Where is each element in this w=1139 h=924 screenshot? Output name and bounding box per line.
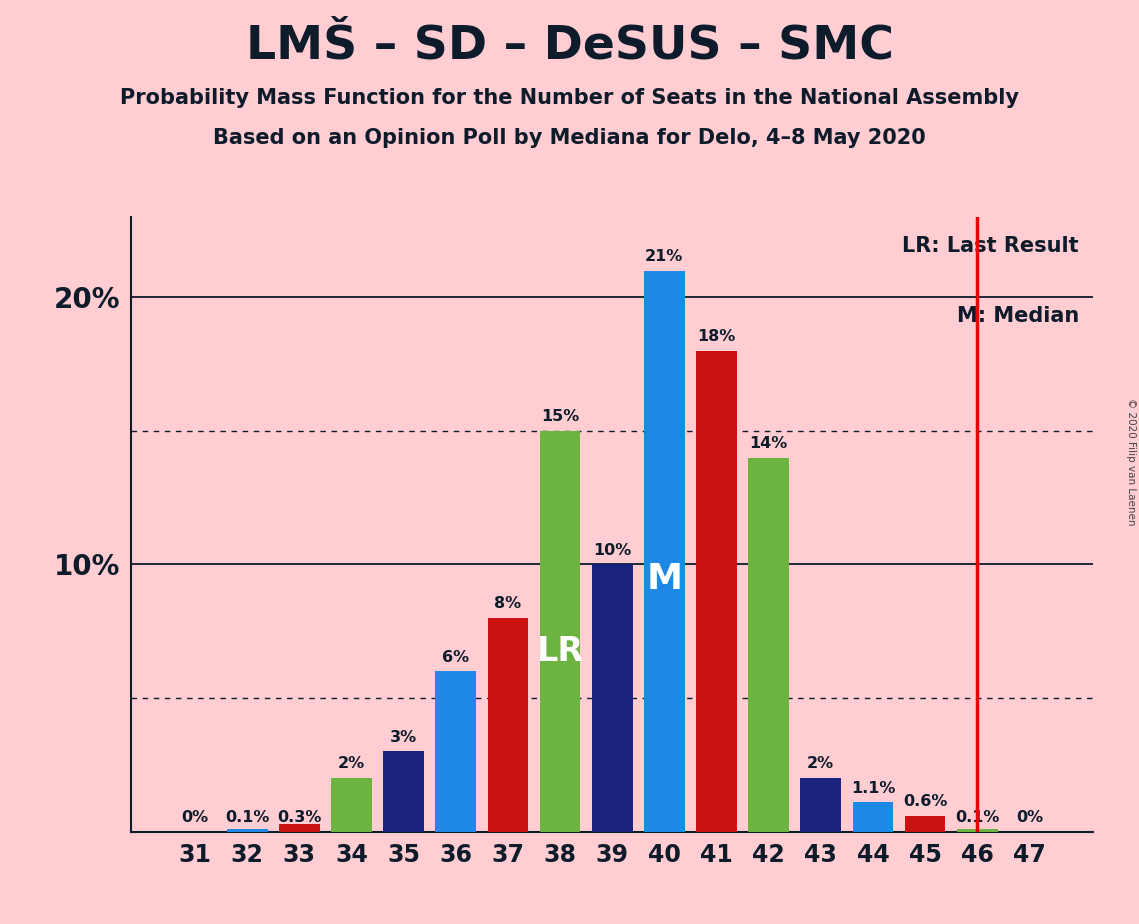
Text: LMŠ – SD – DeSUS – SMC: LMŠ – SD – DeSUS – SMC [246,23,893,68]
Bar [904,816,945,832]
Text: 10%: 10% [593,542,631,558]
Text: 8%: 8% [494,596,522,611]
Bar [540,431,581,832]
Text: 15%: 15% [541,409,580,424]
Text: M: Median: M: Median [957,306,1079,326]
Bar [487,618,528,832]
Bar [748,457,789,832]
Text: 0.1%: 0.1% [954,810,999,825]
Text: 0.1%: 0.1% [226,810,270,825]
Bar [384,751,424,832]
Text: 18%: 18% [697,329,736,344]
Text: Based on an Opinion Poll by Mediana for Delo, 4–8 May 2020: Based on an Opinion Poll by Mediana for … [213,128,926,148]
Text: 14%: 14% [749,436,788,451]
Bar [435,672,476,832]
Text: 0%: 0% [1016,810,1043,825]
Bar [853,802,893,832]
Text: 3%: 3% [390,730,417,745]
Text: LR: Last Result: LR: Last Result [902,236,1079,256]
Text: 2%: 2% [808,757,835,772]
Bar [957,829,998,832]
Text: 2%: 2% [338,757,366,772]
Bar [592,565,632,832]
Bar [279,823,320,832]
Text: 6%: 6% [442,650,469,664]
Text: 0.3%: 0.3% [277,810,321,825]
Bar [644,271,685,832]
Text: M: M [646,562,682,596]
Text: 0.6%: 0.6% [903,794,948,808]
Text: 21%: 21% [645,249,683,264]
Text: LR: LR [536,635,583,668]
Bar [331,778,371,832]
Text: 0%: 0% [181,810,208,825]
Text: © 2020 Filip van Laenen: © 2020 Filip van Laenen [1126,398,1136,526]
Bar [227,829,268,832]
Text: Probability Mass Function for the Number of Seats in the National Assembly: Probability Mass Function for the Number… [120,88,1019,108]
Bar [696,351,737,832]
Bar [801,778,841,832]
Text: 1.1%: 1.1% [851,781,895,796]
